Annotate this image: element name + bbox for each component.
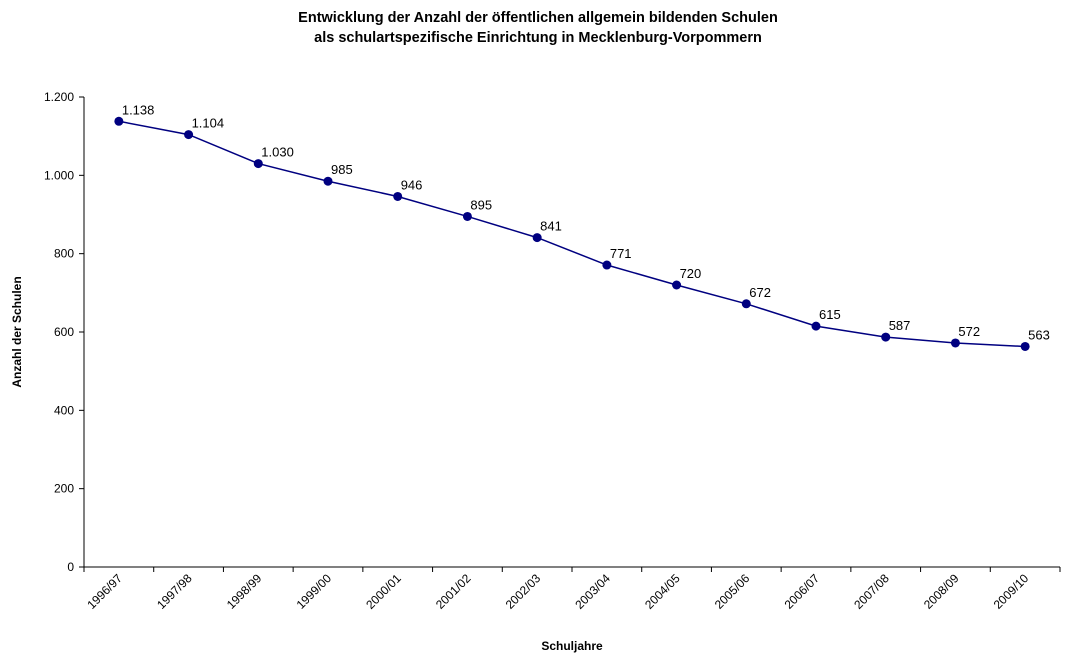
data-label: 946 xyxy=(401,177,423,192)
x-tick-label: 2007/08 xyxy=(851,571,892,612)
y-tick-label: 600 xyxy=(54,325,74,339)
x-axis-title: Schuljahre xyxy=(541,639,603,653)
data-label: 841 xyxy=(540,219,562,234)
data-label: 563 xyxy=(1028,327,1050,342)
data-point xyxy=(184,130,194,140)
data-point xyxy=(741,299,751,309)
x-tick-label: 2009/10 xyxy=(991,571,1032,612)
data-label: 1.138 xyxy=(122,102,155,117)
data-point xyxy=(811,321,821,331)
data-label: 672 xyxy=(749,285,771,300)
data-point xyxy=(881,332,891,342)
data-point xyxy=(950,338,960,348)
x-tick-label: 2005/06 xyxy=(712,571,753,612)
data-point xyxy=(462,211,472,221)
series-line xyxy=(118,120,1026,348)
x-tick-label: 2006/07 xyxy=(782,571,823,612)
y-tick-label: 200 xyxy=(54,482,74,496)
data-label: 1.104 xyxy=(192,116,225,131)
data-point xyxy=(1020,341,1030,351)
data-label: 985 xyxy=(331,162,353,177)
data-point xyxy=(253,159,263,169)
y-tick-label: 400 xyxy=(54,403,74,417)
x-tick-label: 2004/05 xyxy=(642,571,683,612)
data-point xyxy=(114,116,124,126)
data-point xyxy=(602,260,612,270)
x-tick-label: 2002/03 xyxy=(503,571,544,612)
chart-title-line-1: Entwicklung der Anzahl der öffentlichen … xyxy=(298,10,778,26)
x-tick-label: 2000/01 xyxy=(363,571,404,612)
x-tick-label: 2008/09 xyxy=(921,571,962,612)
y-tick-label: 1.200 xyxy=(44,90,74,104)
data-label: 771 xyxy=(610,246,632,261)
y-tick-label: 1.000 xyxy=(44,168,74,182)
data-label: 1.030 xyxy=(261,145,294,160)
data-point xyxy=(393,191,403,201)
chart-title-line-2: als schulartspezifische Einrichtung in M… xyxy=(314,30,762,46)
data-point xyxy=(532,233,542,243)
data-label: 895 xyxy=(470,197,492,212)
data-point xyxy=(672,280,682,290)
data-label: 720 xyxy=(680,266,702,281)
y-axis-title: Anzahl der Schulen xyxy=(10,276,24,387)
y-tick-label: 0 xyxy=(67,560,74,574)
data-point xyxy=(323,176,333,186)
x-tick-label: 2003/04 xyxy=(572,571,613,612)
x-tick-label: 1996/97 xyxy=(84,571,125,612)
data-label: 587 xyxy=(889,318,911,333)
x-tick-label: 2001/02 xyxy=(433,571,474,612)
x-tick-label: 1997/98 xyxy=(154,571,195,612)
y-tick-label: 800 xyxy=(54,247,74,261)
data-label: 572 xyxy=(958,324,980,339)
data-label: 615 xyxy=(819,307,841,322)
x-tick-label: 1998/99 xyxy=(224,571,265,612)
x-tick-label: 1999/00 xyxy=(294,571,335,612)
